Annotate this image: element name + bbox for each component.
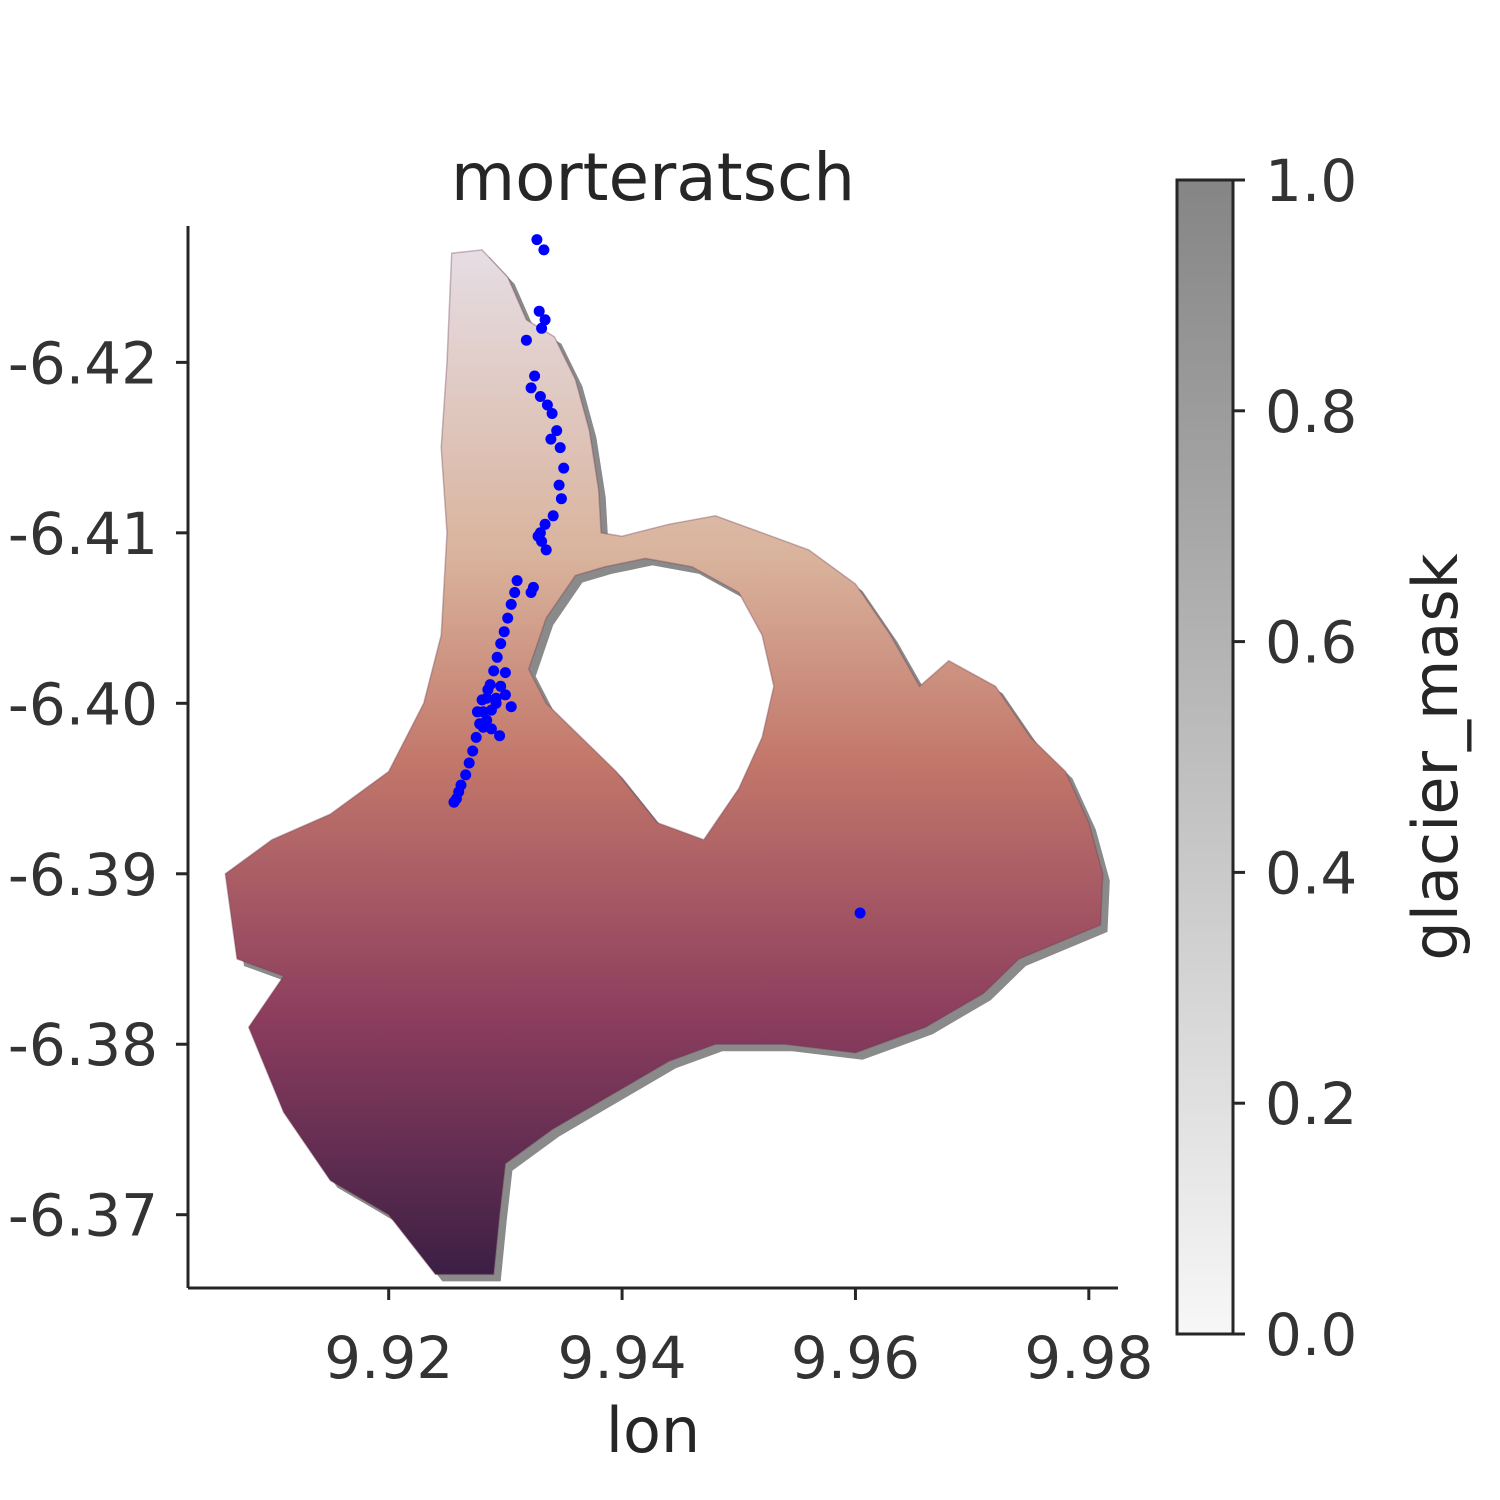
colorbar-tick-label: 0.0 [1265, 1301, 1357, 1369]
data-point [539, 314, 551, 326]
data-point [532, 530, 544, 542]
data-point [525, 587, 537, 598]
data-point [534, 391, 546, 402]
data-point [490, 697, 502, 709]
y-tick-label: -6.42 [8, 329, 158, 397]
data-point [494, 730, 506, 742]
data-point [554, 442, 566, 454]
data-point [485, 723, 497, 735]
data-point [536, 322, 548, 334]
y-tick-label: -6.40 [8, 670, 158, 738]
colorbar-tick-label: 1.0 [1265, 147, 1357, 215]
data-point [533, 305, 545, 317]
colorbar-tick-label: 0.2 [1265, 1070, 1357, 1138]
data-point [499, 689, 511, 701]
data-point [547, 510, 559, 522]
data-point [491, 651, 503, 663]
y-tick-label: -6.37 [8, 1182, 158, 1250]
data-point [520, 334, 532, 346]
y-tick-label: -6.39 [8, 841, 158, 909]
data-point [509, 587, 521, 598]
data-point [463, 757, 475, 769]
glacier-elevation-surface [224, 249, 1104, 1276]
data-point [539, 518, 551, 530]
axes: 9.92 9.94 9.96 9.98 -6.37-6.38-6.39-6.40-6.… [8, 226, 1153, 1392]
data-point [505, 701, 517, 713]
data-point [471, 706, 483, 718]
data-point [470, 731, 482, 743]
data-point [553, 479, 565, 491]
y-tick-label: -6.41 [8, 500, 158, 568]
colorbar: 0.0 0.2 0.4 0.6 0.8 1.0 glacier_mask [1175, 147, 1472, 1369]
data-point [476, 694, 488, 706]
x-ticks: 9.92 9.94 9.96 9.98 [324, 1288, 1153, 1392]
x-tick-label: 9.92 [324, 1324, 453, 1392]
data-point [531, 234, 543, 246]
chart-title: morteratsch [451, 139, 855, 216]
colorbar-label: glacier_mask [1399, 553, 1472, 960]
data-point [558, 462, 570, 474]
data-point [541, 399, 553, 411]
data-point [488, 665, 500, 677]
data-point [495, 638, 507, 650]
data-point [854, 907, 866, 919]
y-tick-label: -6.38 [8, 1011, 158, 1079]
x-axis-title: lon [606, 1394, 700, 1467]
x-tick-label: 9.98 [1024, 1324, 1153, 1392]
colorbar-gradient [1175, 178, 1235, 1336]
data-point [546, 408, 558, 419]
data-point [529, 370, 541, 382]
data-point [511, 575, 523, 587]
data-point [499, 667, 511, 679]
data-point [467, 745, 479, 757]
data-point [545, 433, 557, 445]
observation-points [448, 234, 866, 919]
data-point [477, 721, 489, 733]
data-point [540, 544, 552, 556]
data-point [495, 680, 507, 692]
y-ticks: -6.37 -6.38 -6.39 -6.40 -6.41 -6.42 [8, 329, 188, 1250]
colorbar-tick-label: 0.6 [1265, 609, 1357, 677]
x-tick-label: 9.96 [791, 1324, 920, 1392]
data-point [460, 769, 472, 781]
data-point [498, 626, 510, 638]
colorbar-tick-label: 0.4 [1265, 839, 1357, 907]
data-point [502, 612, 514, 624]
data-point [525, 382, 537, 394]
colorbar-tick-label: 0.8 [1265, 378, 1357, 446]
data-point [482, 684, 494, 696]
data-point [551, 425, 563, 437]
data-point [538, 244, 550, 256]
data-point [555, 493, 567, 505]
plot-area [224, 234, 1110, 1282]
colorbar-ticks: 0.0 0.2 0.4 0.6 0.8 1.0 [1233, 147, 1357, 1369]
x-tick-label: 9.94 [558, 1324, 687, 1392]
data-point [505, 598, 517, 610]
data-point [448, 796, 460, 808]
